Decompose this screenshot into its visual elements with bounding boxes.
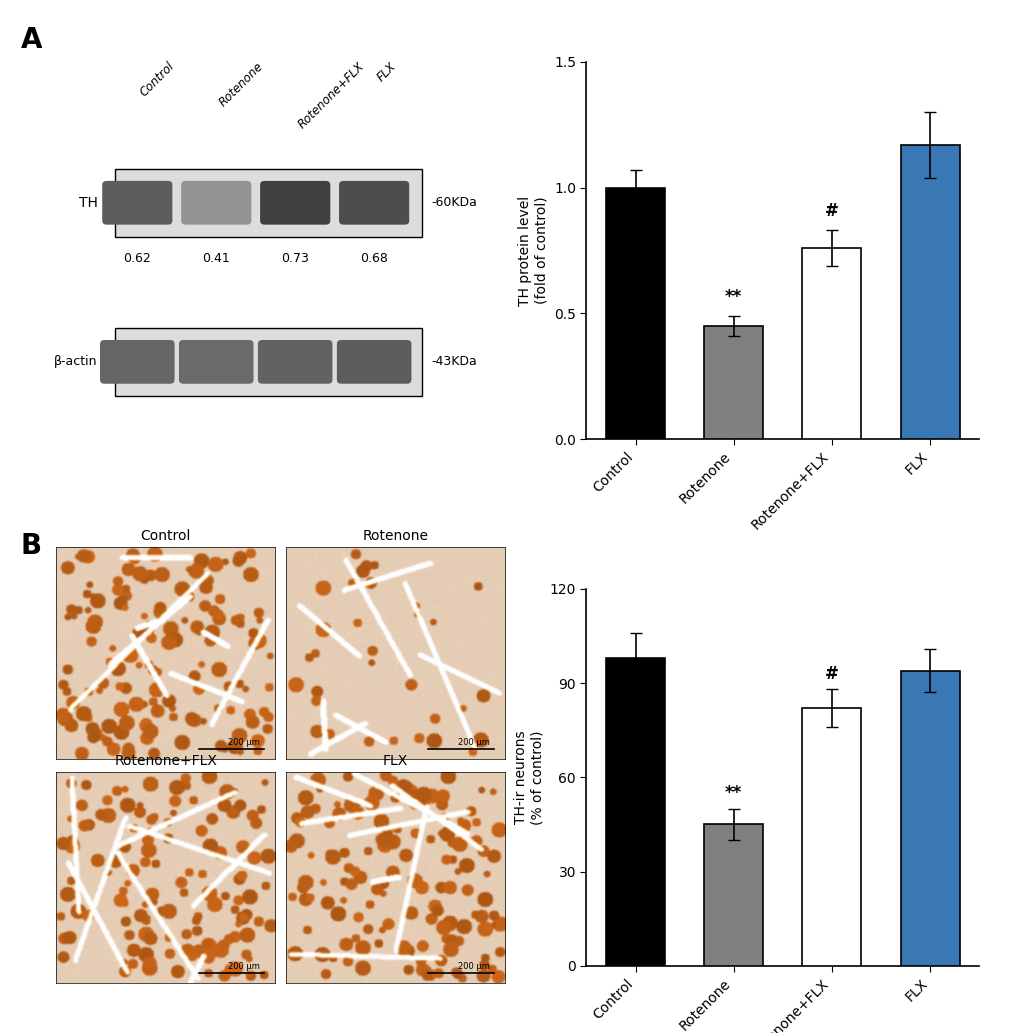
Text: #: # — [824, 202, 838, 220]
Text: Rotenone+FLX: Rotenone+FLX — [114, 753, 217, 768]
Text: 0.73: 0.73 — [281, 252, 309, 265]
Y-axis label: TH protein level
(fold of control): TH protein level (fold of control) — [518, 195, 548, 306]
Text: 0.41: 0.41 — [202, 252, 230, 265]
Text: #: # — [824, 665, 838, 683]
Text: B: B — [20, 532, 42, 560]
Bar — [703, 824, 762, 966]
Text: FLX: FLX — [374, 60, 398, 84]
Text: β-actin: β-actin — [54, 355, 98, 369]
Bar — [605, 188, 664, 439]
Text: Control: Control — [138, 60, 176, 99]
Text: FLX: FLX — [382, 753, 408, 768]
Bar — [900, 670, 959, 966]
Text: 200 μm: 200 μm — [228, 738, 260, 747]
Text: 200 μm: 200 μm — [458, 962, 489, 971]
Bar — [802, 248, 860, 439]
Text: Control: Control — [141, 529, 191, 543]
FancyBboxPatch shape — [258, 340, 332, 383]
FancyBboxPatch shape — [102, 181, 172, 224]
Text: **: ** — [725, 288, 742, 306]
Bar — [802, 709, 860, 966]
Text: TH: TH — [78, 196, 98, 210]
FancyBboxPatch shape — [260, 181, 330, 224]
FancyBboxPatch shape — [178, 340, 254, 383]
Text: A: A — [20, 26, 42, 54]
FancyBboxPatch shape — [115, 169, 422, 237]
Text: 0.62: 0.62 — [123, 252, 151, 265]
Text: 0.68: 0.68 — [360, 252, 387, 265]
Text: 200 μm: 200 μm — [458, 738, 489, 747]
FancyBboxPatch shape — [100, 340, 174, 383]
Text: Rotenone+FLX: Rotenone+FLX — [294, 60, 366, 131]
Bar — [900, 145, 959, 439]
FancyBboxPatch shape — [115, 328, 422, 396]
Bar — [605, 658, 664, 966]
FancyBboxPatch shape — [336, 340, 411, 383]
Y-axis label: TH-ir neurons
(% of control): TH-ir neurons (% of control) — [514, 730, 543, 824]
Text: Rotenone: Rotenone — [216, 60, 265, 108]
Text: -60KDa: -60KDa — [431, 196, 477, 210]
Text: **: ** — [725, 784, 742, 803]
Bar — [703, 326, 762, 439]
Text: -43KDa: -43KDa — [431, 355, 477, 369]
FancyBboxPatch shape — [338, 181, 409, 224]
Text: Rotenone: Rotenone — [362, 529, 428, 543]
FancyBboxPatch shape — [181, 181, 251, 224]
Text: 200 μm: 200 μm — [228, 962, 260, 971]
